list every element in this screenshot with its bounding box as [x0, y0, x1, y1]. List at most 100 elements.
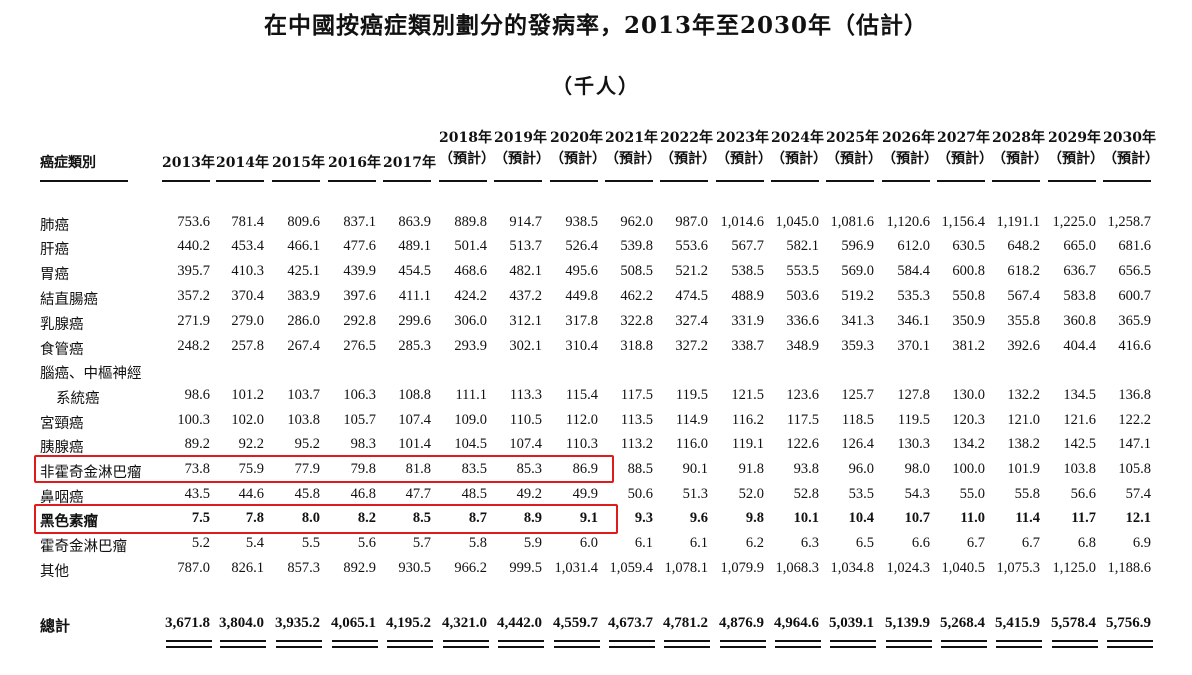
cell-value: 488.9	[731, 288, 764, 304]
table-row: 系統癌 98.6 101.2 103.7 106.3 108.8 111.1 113.3 115…	[0, 385, 1192, 409]
year-column-header: 2025年 （預計）	[826, 128, 882, 182]
total-double-underline	[775, 640, 821, 648]
row-label: 非霍奇金淋巴瘤	[40, 465, 142, 481]
highlight-box-melanoma	[34, 504, 618, 534]
cell-value: 370.1	[897, 338, 930, 354]
year-label: 2023年	[716, 130, 769, 146]
row-label: 乳腺癌	[40, 317, 84, 333]
cell-value: 49.9	[572, 486, 598, 502]
category-header: 癌症類別	[40, 128, 128, 182]
year-column-header: 2030年 （預計）	[1103, 128, 1159, 182]
cell-value: 495.6	[565, 263, 598, 279]
year-label: 2027年	[937, 130, 990, 146]
year-column-header: 2020年 （預計）	[550, 128, 606, 182]
forecast-note: （預計）	[1103, 151, 1159, 167]
total-value: 5,756.9	[1106, 615, 1151, 631]
cell-value: 612.0	[897, 238, 930, 254]
cell-value: 914.7	[509, 214, 542, 230]
cell-value: 482.1	[509, 263, 542, 279]
cell-value: 271.9	[177, 313, 210, 329]
total-double-underline	[387, 640, 433, 648]
year-column-header: 2026年 （預計）	[882, 128, 938, 182]
total-double-underline	[720, 640, 766, 648]
cell-value: 1,120.6	[886, 214, 931, 230]
year-label: 2030年	[1103, 130, 1156, 146]
cell-value: 513.7	[509, 238, 542, 254]
total-value: 5,415.9	[995, 615, 1040, 631]
cell-value: 938.5	[565, 214, 598, 230]
cell-value: 107.4	[398, 412, 431, 428]
row-label: 鼻咽癌	[40, 490, 84, 506]
cell-value: 1,014.6	[720, 214, 765, 230]
cell-value: 98.3	[350, 436, 376, 452]
cell-value: 753.6	[177, 214, 210, 230]
cell-value: 9.3	[634, 510, 653, 526]
year-label: 2015年	[272, 155, 325, 171]
year-label: 2019年	[494, 130, 547, 146]
total-value: 4,781.2	[663, 615, 708, 631]
year-label: 2028年	[992, 130, 1045, 146]
cell-value: 357.2	[177, 288, 210, 304]
cell-value: 6.5	[855, 535, 874, 551]
total-row: 總計 3,671.8 3,804.0 3,935.2 4,065.1 4,195.2 4,3…	[0, 613, 1192, 637]
cell-value: 302.1	[509, 338, 542, 354]
cell-value: 453.4	[231, 238, 264, 254]
category-header-label: 癌症類別	[40, 155, 96, 171]
cell-value: 79.8	[350, 461, 376, 477]
cell-value: 276.5	[343, 338, 376, 354]
cell-value: 11.0	[960, 510, 985, 526]
cell-value: 392.6	[1007, 338, 1040, 354]
cell-value: 12.1	[1125, 510, 1151, 526]
cell-value: 341.3	[841, 313, 874, 329]
cell-value: 257.8	[231, 338, 264, 354]
cell-value: 1,040.5	[941, 560, 986, 576]
cell-value: 8.7	[468, 510, 487, 526]
cell-value: 9.1	[579, 510, 598, 526]
cell-value: 119.5	[897, 412, 930, 428]
cell-value: 121.5	[731, 387, 764, 403]
cell-value: 130.3	[897, 436, 930, 452]
table-row: 乳腺癌 271.9 279.0 286.0 292.8 299.6 306.0 312.1 31…	[0, 311, 1192, 335]
year-label: 2018年	[439, 130, 492, 146]
table-row: 非霍奇金淋巴瘤 73.8 75.9 77.9 79.8 81.8 83.5 85.3 86.9 8…	[0, 459, 1192, 483]
cell-value: 119.1	[731, 436, 764, 452]
forecast-note: （預計）	[494, 151, 550, 167]
total-value: 4,559.7	[553, 615, 598, 631]
cell-value: 1,034.8	[830, 560, 875, 576]
cell-value: 90.1	[682, 461, 708, 477]
cell-value: 55.0	[959, 486, 985, 502]
cell-value: 519.2	[841, 288, 874, 304]
cell-value: 681.6	[1118, 238, 1151, 254]
cell-value: 43.5	[184, 486, 210, 502]
cell-value: 318.8	[620, 338, 653, 354]
cell-value: 110.3	[565, 436, 598, 452]
cell-value: 930.5	[398, 560, 431, 576]
cell-value: 503.6	[786, 288, 819, 304]
cell-value: 553.6	[675, 238, 708, 254]
cell-value: 1,045.0	[775, 214, 820, 230]
cell-value: 648.2	[1007, 238, 1040, 254]
cell-value: 8.0	[301, 510, 320, 526]
row-label: 胃癌	[40, 267, 69, 283]
cell-value: 1,024.3	[886, 560, 931, 576]
total-double-underline	[332, 640, 378, 648]
cell-value: 665.0	[1063, 238, 1096, 254]
total-double-underline	[941, 640, 987, 648]
table-row: 肝癌 440.2 453.4 466.1 477.6 489.1 501.4 513.7 526…	[0, 236, 1192, 260]
cell-value: 117.5	[786, 412, 819, 428]
total-double-underline	[220, 640, 266, 648]
cell-value: 8.9	[523, 510, 542, 526]
cell-value: 550.8	[952, 288, 985, 304]
cell-value: 101.2	[231, 387, 264, 403]
cell-value: 6.7	[966, 535, 985, 551]
total-value: 4,195.2	[386, 615, 431, 631]
cell-value: 567.4	[1007, 288, 1040, 304]
cell-value: 370.4	[231, 288, 264, 304]
total-value: 3,671.8	[165, 615, 210, 631]
cell-value: 327.2	[675, 338, 708, 354]
total-double-underline	[443, 640, 489, 648]
cell-value: 110.5	[509, 412, 542, 428]
cell-value: 1,225.0	[1052, 214, 1097, 230]
cell-value: 126.4	[841, 436, 874, 452]
cell-value: 966.2	[454, 560, 487, 576]
